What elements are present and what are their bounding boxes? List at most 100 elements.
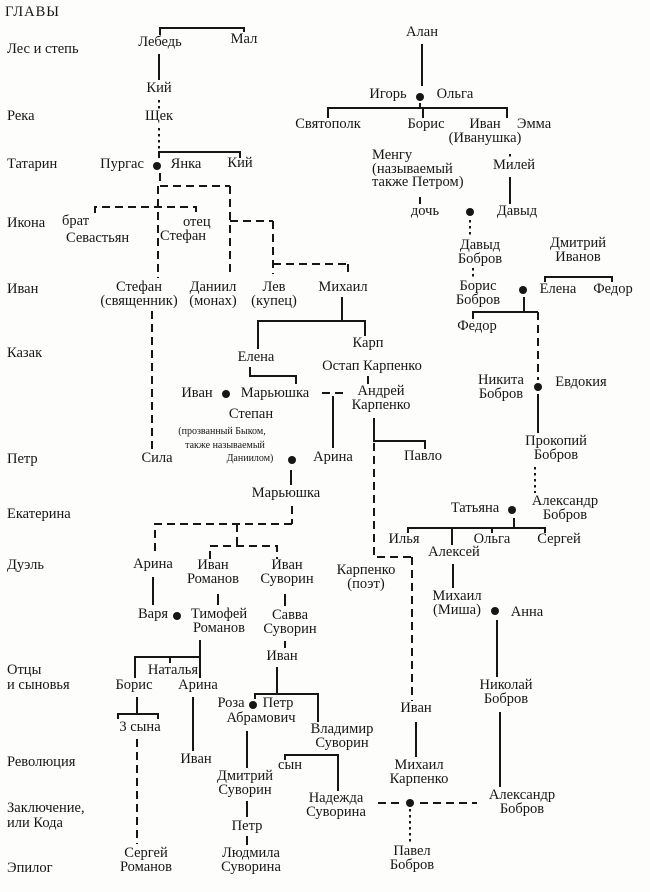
node-tatyana: Татьяна [450,500,500,516]
node-david-bobrov: Давыд Бобров [457,237,503,267]
node-anna: Анна [510,604,544,620]
node-karp: Карп [352,335,384,351]
node-sergey-romanov: Сергей Романов [119,845,173,875]
node-mikhail-misha: Михаил (Миша) [432,588,482,618]
node-alan: Алан [406,24,438,40]
node-olga-2: Ольга [473,531,511,547]
node-dmitry-ivanov: Дмитрий Иванов [549,235,607,265]
node-alexey: Алексей [428,544,480,560]
node-emma: Эмма [516,116,552,132]
node-savva-suvorin: Савва Суворин [263,607,317,637]
node-stepan-note-2: также называемый [185,440,265,451]
marriage-dot [491,607,499,615]
chapter-label-revolyuciya: Революция [7,754,76,770]
node-alexandr-bobrov-2: Александр Бобров [488,787,556,817]
node-ivan-3: Иван [266,648,298,664]
node-mal: Мал [230,31,258,47]
marriage-dot [173,612,181,620]
chapter-label-reka: Река [7,108,35,124]
node-syn: сын [278,757,302,773]
node-ivan-suvorin: Иван Суворин [260,557,314,587]
dotted-connectors [158,100,536,843]
page-title: ГЛАВЫ [5,4,60,20]
node-sila: Сила [141,450,173,466]
node-prokopiy-bobrov: Прокопий Бобров [525,433,587,463]
node-ivan-ivanushka: Иван (Иванушка) [448,116,522,146]
chapter-label-zaklyuchenie: Заключение, или Кода [7,800,85,831]
node-elena-1: Елена [539,281,577,297]
node-boris-bobrov: Борис Бобров [455,278,501,308]
node-maryushka-1: Марьюшка [240,385,310,401]
node-stepan: Степан [228,406,274,422]
node-miley: Милей [492,157,536,173]
node-mengu: Менгу (называемый также Петром) [372,147,464,190]
marriage-dot [416,93,424,101]
marriage-dot [222,390,230,398]
marriage-dot [406,799,414,807]
chapter-label-otcy: Отцы и сыновья [7,662,70,693]
node-stefan-otec: Стефан [160,228,207,244]
node-schek: Щек [144,108,174,124]
node-vladimir-suvorin: Владимир Суворин [310,721,374,751]
chapter-label-epilog: Эпилог [7,860,53,876]
node-arina-3: Арина [178,677,218,693]
chapter-label-kazak: Казак [7,345,43,361]
node-lev-kupec: Лев (купец) [251,279,297,309]
marriage-dot [519,286,527,294]
node-ostap-karpenko: Остап Карпенко [322,358,422,374]
node-sergey-1: Сергей [537,531,581,547]
node-pavel-bobrov: Павел Бобров [389,843,435,873]
node-david-1: Давыд [496,203,538,219]
chapter-label-ivan: Иван [7,281,39,297]
node-lyudmila-suvorina: Людмила Суворина [221,845,281,875]
node-abramovich: Абрамович [226,710,296,726]
node-doch: дочь [410,203,440,219]
node-arina-1: Арина [313,449,353,465]
node-nikolay-bobrov: Николай Бобров [479,677,533,707]
node-kiy-2: Кий [227,155,253,171]
node-sevastyan: Севастьян [66,230,130,246]
node-dmitry-suvorin: Дмитрий Суворин [216,768,274,798]
node-ivan-2: Иван [181,385,213,401]
node-nikita-bobrov: Никита Бобров [478,372,524,402]
marriage-dot [534,383,542,391]
node-fedor-2: Федор [457,318,497,334]
node-pavlo: Павло [403,448,443,464]
node-ivan-5: Иван [400,700,432,716]
chapter-label-petr: Петр [7,451,38,467]
node-stepan-note-1: (прозванный Быком, [178,426,266,437]
node-boris-2: Борис [115,677,153,693]
dashed-connectors [94,173,539,844]
node-stepan-note-3: Даниилом) [226,453,274,464]
chapter-label-tatarin: Татарин [7,156,58,172]
node-mikhail-1: Михаил [318,279,368,295]
node-timofey-romanov: Тимофей Романов [190,606,248,636]
node-brat: брат [62,213,90,229]
node-natalya: Наталья [147,662,199,678]
node-stefan-svyashchennik: Стефан (священник) [100,279,178,309]
chapter-label-duel: Дуэль [7,557,44,573]
node-roza: Роза [217,695,245,711]
node-fedor-1: Федор [593,281,633,297]
node-yanka: Янка [170,156,202,172]
chapter-label-ikona: Икона [7,215,46,231]
node-kiy: Кий [146,80,172,96]
node-maryushka-2: Марьюшка [251,485,321,501]
node-olga-1: Ольга [436,86,474,102]
marriage-dot [508,506,516,514]
node-nadezhda-suvorina: Надежда Суворина [306,790,366,820]
node-evdokia: Евдокия [555,374,607,390]
node-igor: Игорь [369,86,407,102]
node-petr-2: Петр [231,818,263,834]
chapter-label-ekaterina: Екатерина [7,506,71,522]
node-tri-syna: 3 сына [119,719,161,735]
node-daniil-monakh: Даниил (монах) [189,279,237,309]
node-karpenko-poet: Карпенко (поэт) [336,562,396,592]
node-elena-2: Елена [237,349,275,365]
marriage-dot [288,456,296,464]
chapter-label-les-i-step: Лес и степь [7,41,79,57]
node-svyatopolk: Святополк [295,116,361,132]
node-mikhail-karpenko: Михаил Карпенко [389,757,449,787]
node-petr-3: Петр [262,695,294,711]
